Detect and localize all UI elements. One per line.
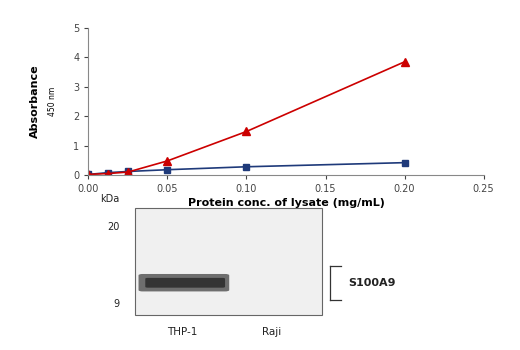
X-axis label: Protein conc. of lysate (mg/mL): Protein conc. of lysate (mg/mL) [188,198,384,208]
Text: 20: 20 [107,223,120,232]
Bar [135,208,322,315]
Text: S100A9: S100A9 [348,278,396,288]
Text: 9: 9 [113,299,120,309]
Text: THP-1: THP-1 [167,328,197,337]
Text: Absorbance: Absorbance [30,65,40,138]
FancyBboxPatch shape [145,278,225,288]
Text: Raji: Raji [262,328,281,337]
Text: 450 nm: 450 nm [48,87,57,116]
Text: kDa: kDa [100,194,120,204]
FancyBboxPatch shape [138,274,229,292]
